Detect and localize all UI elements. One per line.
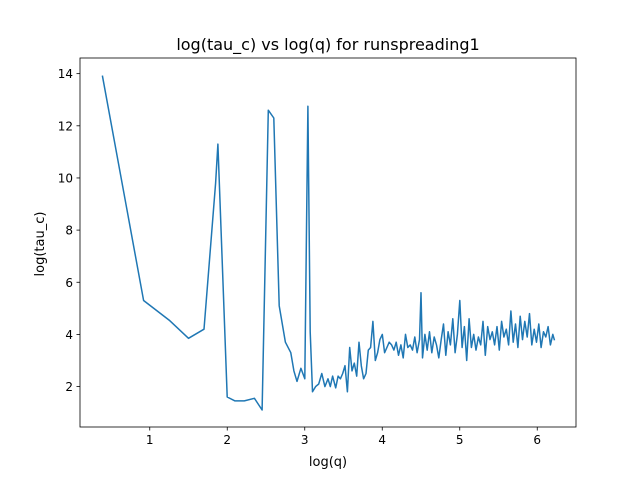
y-tick-label: 6 [65, 276, 73, 290]
axes-frame [79, 57, 577, 428]
x-tick-label: 6 [533, 433, 541, 447]
y-axis-label: log(tau_c) [33, 212, 48, 277]
x-tick-label: 5 [456, 433, 464, 447]
x-tick-label: 2 [223, 433, 231, 447]
x-axis-label: log(q) [309, 455, 347, 470]
x-tick-label: 4 [378, 433, 386, 447]
x-tick-label: 1 [146, 433, 154, 447]
y-tick-label: 10 [58, 171, 73, 185]
y-tick-label: 2 [65, 380, 73, 394]
y-tick-label: 8 [65, 224, 73, 238]
y-tick-label: 12 [58, 119, 73, 133]
chart-title: log(tau_c) vs log(q) for runspreading1 [176, 35, 479, 55]
x-tick-label: 3 [301, 433, 309, 447]
data-line-0 [101, 75, 556, 411]
y-tick-label: 14 [58, 67, 73, 81]
y-tick-label: 4 [65, 328, 73, 342]
